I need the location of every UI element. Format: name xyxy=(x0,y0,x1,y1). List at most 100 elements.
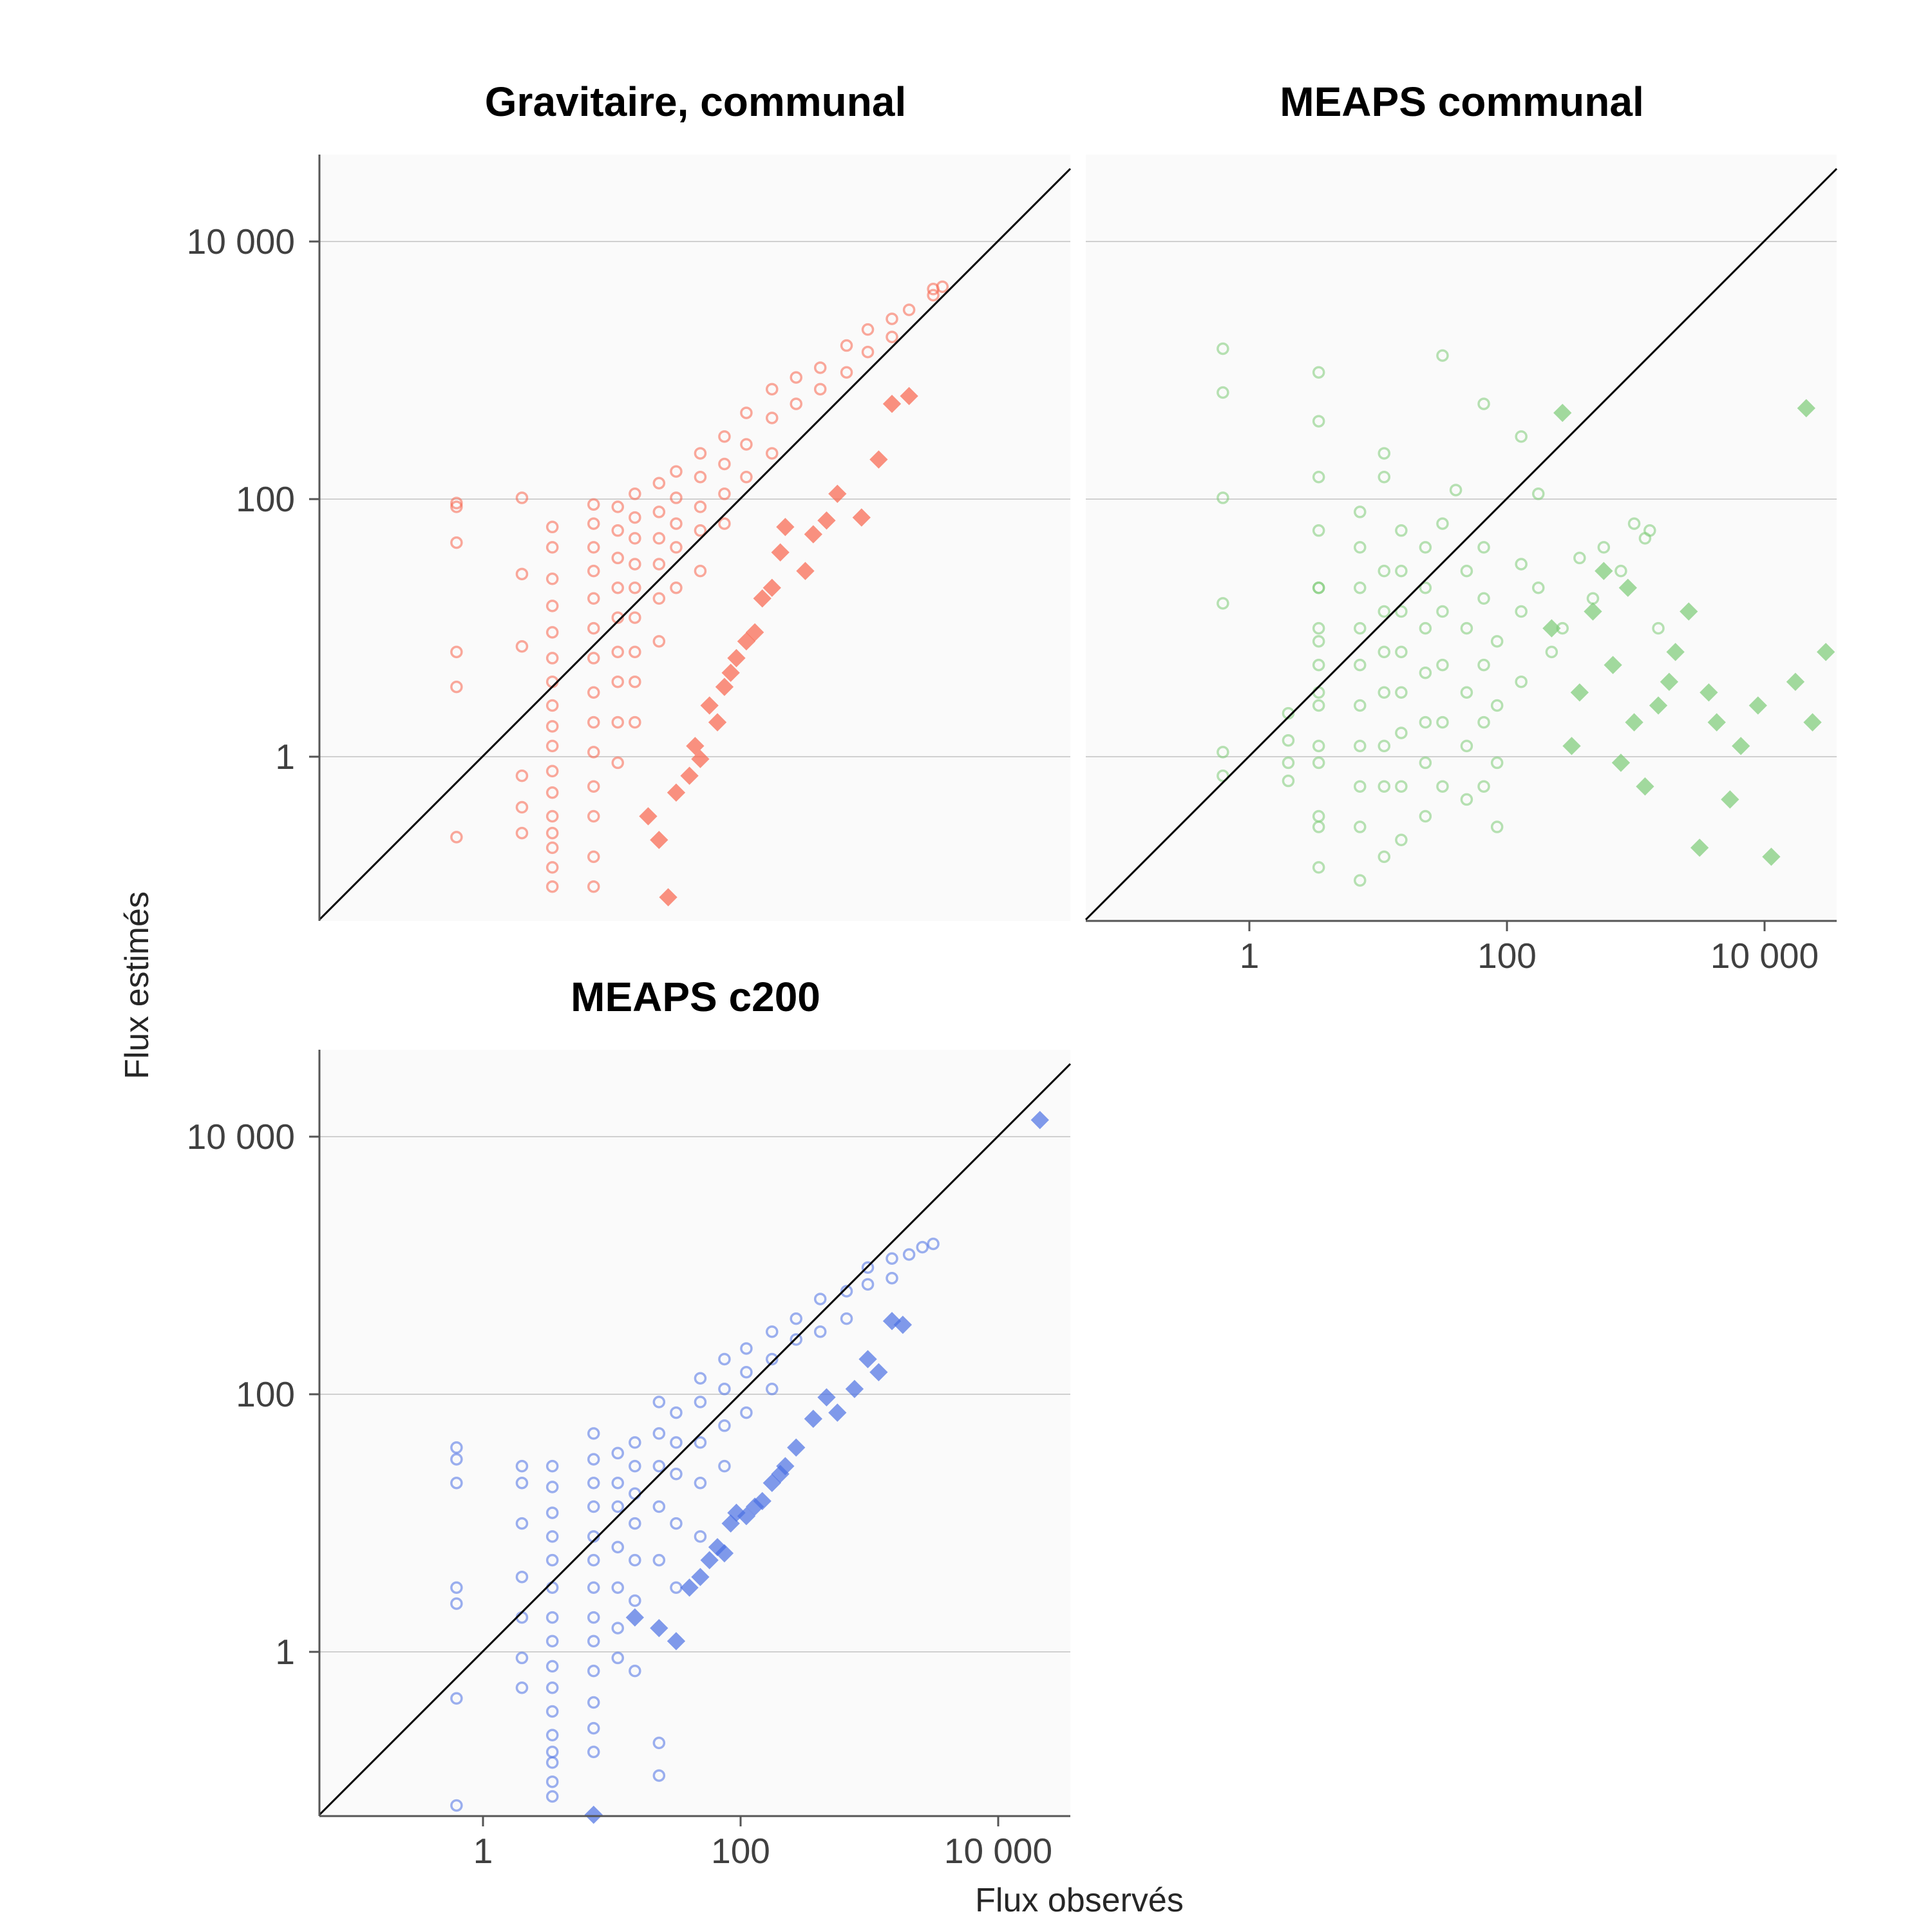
data-point-diamond xyxy=(650,1618,668,1638)
data-point-circle xyxy=(629,511,641,524)
data-point-circle xyxy=(587,850,600,864)
data-point-circle xyxy=(1312,658,1325,672)
data-point-circle xyxy=(1312,621,1325,635)
data-point-diamond xyxy=(659,888,677,907)
data-point-circle xyxy=(515,1651,529,1665)
data-point-circle xyxy=(670,582,683,594)
data-point-circle xyxy=(611,1446,625,1460)
data-point-circle xyxy=(670,541,683,554)
data-point-circle xyxy=(450,831,463,844)
data-point-diamond xyxy=(828,1403,847,1422)
data-point-diamond xyxy=(869,1363,888,1381)
data-point-circle xyxy=(545,880,559,893)
data-point-diamond xyxy=(776,518,795,536)
data-point-circle xyxy=(629,1553,641,1567)
data-point-circle xyxy=(587,592,600,605)
data-point-circle xyxy=(718,430,731,443)
data-point-circle xyxy=(694,470,707,484)
data-point-diamond xyxy=(817,1388,836,1406)
grid-lines xyxy=(319,1136,1070,1653)
data-points xyxy=(450,280,949,907)
data-point-circle xyxy=(1477,541,1490,554)
data-point-circle xyxy=(902,303,916,316)
y-axis-label: Flux estimés xyxy=(118,891,156,1079)
data-point-circle xyxy=(629,1517,641,1530)
data-point-circle xyxy=(1217,597,1229,610)
data-point-diamond xyxy=(858,1350,877,1368)
data-point-circle xyxy=(587,1500,600,1513)
data-point-circle xyxy=(450,645,463,659)
data-point-circle xyxy=(1490,756,1504,770)
data-point-circle xyxy=(611,1622,625,1634)
data-point-circle xyxy=(545,826,559,840)
data-point-circle xyxy=(1597,541,1611,554)
data-point-diamond xyxy=(1721,790,1739,809)
data-point-circle xyxy=(718,1383,731,1396)
data-point-circle xyxy=(1460,564,1473,578)
data-point-diamond xyxy=(1030,1111,1049,1130)
data-point-circle xyxy=(1378,686,1391,699)
data-point-circle xyxy=(1378,564,1391,578)
data-point-circle xyxy=(1395,726,1408,739)
data-point-circle xyxy=(1573,551,1586,565)
data-point-circle xyxy=(718,488,731,500)
data-point-circle xyxy=(587,1696,600,1709)
data-point-circle xyxy=(1652,621,1665,635)
data-point-circle xyxy=(1312,820,1325,833)
y-tick-label: 100 xyxy=(236,1374,295,1414)
data-point-circle xyxy=(652,1553,666,1567)
data-point-circle xyxy=(611,611,625,624)
data-point-circle xyxy=(611,1651,625,1665)
data-point-circle xyxy=(740,406,753,419)
data-point-circle xyxy=(515,826,529,840)
data-point-circle xyxy=(652,592,666,605)
data-point-circle xyxy=(611,1581,625,1594)
data-point-circle xyxy=(670,1468,683,1481)
data-point-circle xyxy=(1395,605,1408,618)
data-point-circle xyxy=(1312,524,1325,537)
data-point-circle xyxy=(670,517,683,530)
panel-meaps-communal: MEAPS communal 1 100 10 000 xyxy=(1084,79,1838,976)
data-point-circle xyxy=(1477,658,1490,672)
data-point-circle xyxy=(545,541,559,554)
data-point-circle xyxy=(587,564,600,578)
data-point-circle xyxy=(652,1769,666,1782)
data-point-circle xyxy=(1312,582,1325,594)
data-point-circle xyxy=(1312,635,1325,648)
data-point-circle xyxy=(813,383,827,396)
data-point-circle xyxy=(1354,658,1367,672)
data-point-diamond xyxy=(1618,578,1637,597)
data-point-circle xyxy=(1419,715,1432,729)
data-point-circle xyxy=(1395,524,1408,537)
data-point-circle xyxy=(611,645,625,659)
data-point-circle xyxy=(587,652,600,665)
data-point-circle xyxy=(1490,699,1504,712)
data-point-circle xyxy=(1436,715,1449,729)
data-point-circle xyxy=(587,1581,600,1594)
data-point-circle xyxy=(611,1477,625,1490)
data-point-diamond xyxy=(1762,848,1781,866)
y-tick-label: 1 xyxy=(275,1632,295,1672)
data-point-diamond xyxy=(721,663,740,682)
data-point-circle xyxy=(515,1459,529,1473)
data-point-diamond xyxy=(753,589,772,608)
data-point-circle xyxy=(587,686,600,699)
data-point-circle xyxy=(1282,734,1295,747)
data-point-diamond xyxy=(1680,602,1698,621)
data-point-circle xyxy=(652,1396,666,1408)
data-point-circle xyxy=(670,465,683,478)
data-point-diamond xyxy=(1595,562,1613,580)
data-point-circle xyxy=(629,675,641,688)
data-point-circle xyxy=(1419,582,1432,594)
data-point-circle xyxy=(545,720,559,733)
data-point-circle xyxy=(545,1553,559,1567)
data-point-diamond xyxy=(852,508,871,527)
data-point-circle xyxy=(765,412,779,424)
data-point-circle xyxy=(1395,833,1408,847)
data-point-circle xyxy=(790,1312,802,1325)
panel-meaps-c200: MEAPS c200 10 000 100 1 1 100 10 000 xyxy=(187,974,1072,1871)
data-point-circle xyxy=(1354,874,1367,887)
data-point-circle xyxy=(813,1293,827,1305)
data-point-circle xyxy=(670,1517,683,1530)
data-point-diamond xyxy=(691,1567,710,1586)
